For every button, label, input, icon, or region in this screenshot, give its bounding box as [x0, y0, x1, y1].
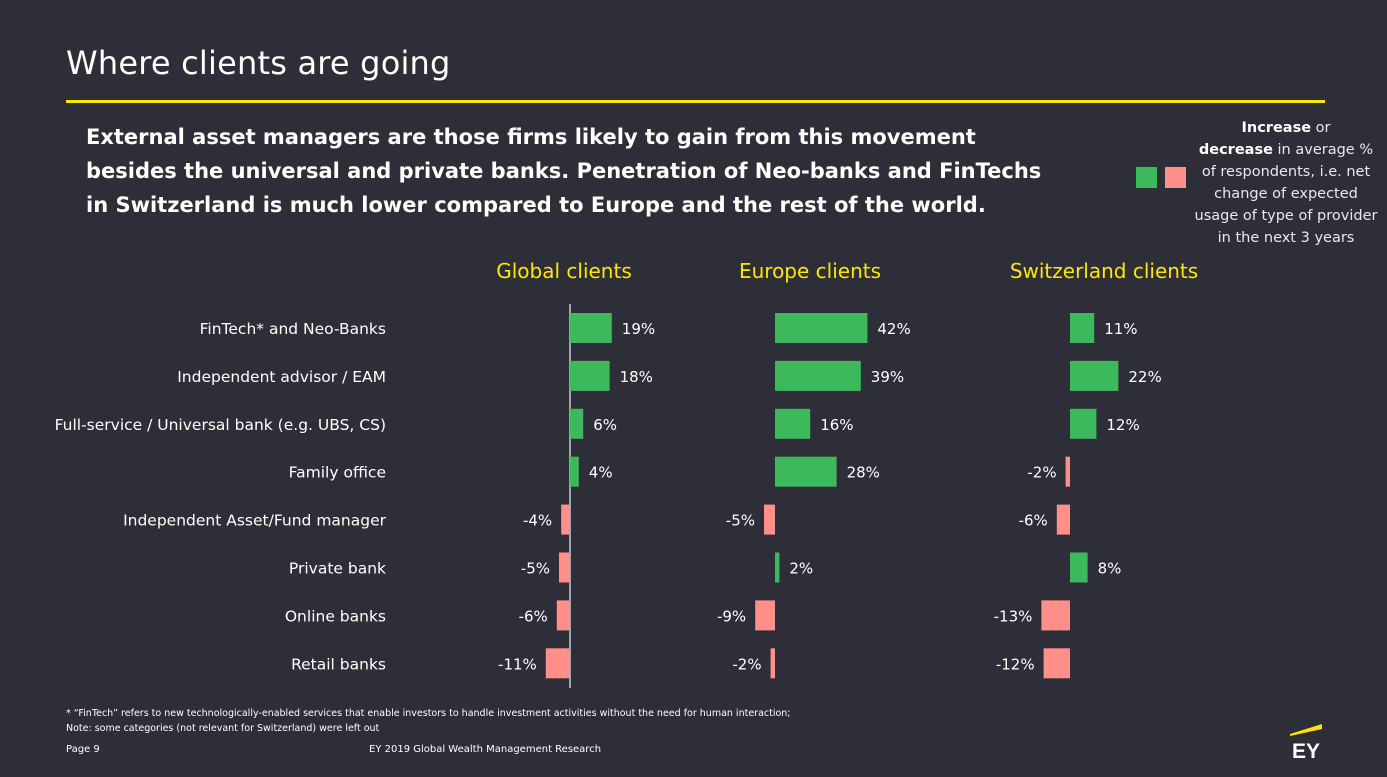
bar [775, 408, 811, 439]
data-label: 12% [1106, 416, 1139, 434]
bar [1065, 456, 1070, 487]
data-label: 2% [789, 560, 813, 578]
panel-header: Global clients [496, 259, 632, 283]
bar [559, 552, 570, 583]
data-label: 19% [622, 320, 655, 338]
legend-increase-swatch [1136, 167, 1157, 188]
bar [556, 600, 570, 631]
legend-decrease-swatch [1165, 167, 1186, 188]
legend-increase-word: Increase [1241, 120, 1312, 136]
bar [770, 648, 775, 679]
category-label: Independent advisor / EAM [177, 368, 386, 386]
category-label: Independent Asset/Fund manager [123, 512, 387, 530]
category-label: Online banks [285, 607, 386, 625]
bar [1056, 504, 1070, 535]
ey-logo-text: EY [1292, 740, 1320, 762]
source-label: EY 2019 Global Wealth Management Researc… [369, 744, 602, 755]
data-label: -4% [523, 512, 552, 530]
data-label: 11% [1104, 320, 1137, 338]
ey-logo: EY [1290, 724, 1322, 762]
category-label: Family office [289, 464, 386, 482]
data-label: -13% [994, 607, 1033, 625]
bar [1070, 552, 1088, 583]
data-label: -5% [726, 512, 755, 530]
panel-header: Switzerland clients [1010, 259, 1198, 283]
page-number: Page 9 [66, 744, 100, 755]
bar [775, 456, 837, 487]
bar [570, 408, 584, 439]
page-title: Where clients are going [66, 44, 451, 82]
footnote-note: Note: some categories (not relevant for … [66, 723, 380, 734]
bar [1070, 360, 1119, 391]
data-label: -12% [996, 655, 1035, 673]
data-label: 18% [620, 368, 653, 386]
bar [1043, 648, 1070, 679]
data-label: 22% [1128, 368, 1161, 386]
category-label: FinTech* and Neo-Banks [200, 320, 386, 338]
bar [570, 456, 579, 487]
data-label: 8% [1098, 560, 1122, 578]
title-divider [66, 100, 1325, 103]
category-label: Full-service / Universal bank (e.g. UBS,… [55, 416, 386, 434]
legend-or-word: or [1311, 120, 1331, 136]
bar [1070, 408, 1097, 439]
footnote-fintech: * “FinTech” refers to new technologicall… [66, 708, 791, 719]
bar [570, 360, 610, 391]
category-label: Retail banks [291, 655, 386, 673]
legend-text: Increase or decrease in average % of res… [1191, 117, 1381, 249]
data-label: 42% [877, 320, 910, 338]
bar [545, 648, 570, 679]
data-label: -5% [521, 560, 550, 578]
bar [1070, 313, 1095, 343]
page-subtitle: External asset managers are those firms … [86, 125, 1042, 217]
bar [764, 504, 775, 535]
bar [1041, 600, 1070, 631]
data-label: -2% [1027, 464, 1056, 482]
data-label: 39% [871, 368, 904, 386]
panel-header: Europe clients [739, 259, 881, 283]
bar [775, 313, 868, 343]
data-label: -9% [717, 607, 746, 625]
data-label: 28% [847, 464, 880, 482]
data-label: 4% [589, 464, 613, 482]
bar-chart: FinTech* and Neo-Banks Independent adviso… [55, 259, 1198, 688]
bar [775, 360, 861, 391]
data-label: -2% [732, 655, 761, 673]
bar [561, 504, 570, 535]
bar [570, 313, 612, 343]
data-label: -6% [1019, 512, 1048, 530]
bar [775, 552, 780, 583]
bar [755, 600, 775, 631]
footnote: * “FinTech” refers to new technologicall… [66, 706, 791, 736]
data-label: 6% [593, 416, 617, 434]
legend-decrease-word: decrease [1198, 142, 1273, 158]
legend-description: in average % of respondents, i.e. net ch… [1194, 142, 1378, 246]
ey-logo-mark [1290, 724, 1322, 736]
data-label: -6% [519, 607, 548, 625]
data-label: -11% [498, 655, 537, 673]
data-label: 16% [820, 416, 853, 434]
category-label: Private bank [289, 560, 386, 578]
